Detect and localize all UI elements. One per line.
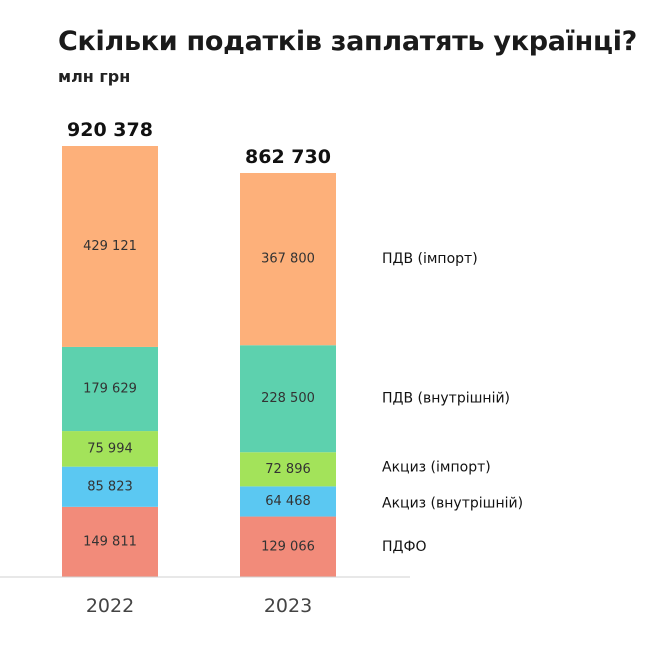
total-label: 920 378 bbox=[67, 119, 153, 141]
bar-segment bbox=[240, 345, 336, 453]
legend-item: ПДФО bbox=[382, 539, 427, 555]
legend-item: Акциз (внутрішній) bbox=[382, 495, 523, 511]
x-tick-label: 2022 bbox=[86, 595, 134, 617]
bar-segment bbox=[240, 486, 336, 517]
data-label: 149 811 bbox=[83, 534, 137, 549]
legend-item: Акциз (імпорт) bbox=[382, 459, 491, 475]
x-tick-label: 2023 bbox=[264, 595, 312, 617]
data-label: 129 066 bbox=[261, 539, 315, 554]
data-label: 85 823 bbox=[87, 479, 133, 494]
legend-item: ПДВ (внутрішній) bbox=[382, 391, 510, 407]
data-label: 429 121 bbox=[83, 239, 137, 254]
data-label: 228 500 bbox=[261, 391, 315, 406]
chart-title: Скільки податків заплатять українці? bbox=[58, 26, 638, 57]
data-label: 75 994 bbox=[87, 441, 133, 456]
bar-segment bbox=[62, 466, 158, 507]
bar-segment bbox=[240, 516, 336, 577]
data-label: 367 800 bbox=[261, 252, 315, 267]
bar-segment bbox=[62, 431, 158, 467]
bar-segment bbox=[62, 506, 158, 577]
bar-segment bbox=[62, 346, 158, 432]
chart-subtitle: млн грн bbox=[58, 67, 131, 86]
data-label: 72 896 bbox=[265, 462, 311, 477]
bar-segment bbox=[62, 146, 158, 347]
bar-segment bbox=[240, 172, 336, 346]
legend-item: ПДВ (імпорт) bbox=[382, 251, 478, 267]
bar-segment bbox=[240, 452, 336, 487]
data-label: 179 629 bbox=[83, 382, 137, 397]
data-label: 64 468 bbox=[265, 494, 311, 509]
total-label: 862 730 bbox=[245, 146, 331, 168]
